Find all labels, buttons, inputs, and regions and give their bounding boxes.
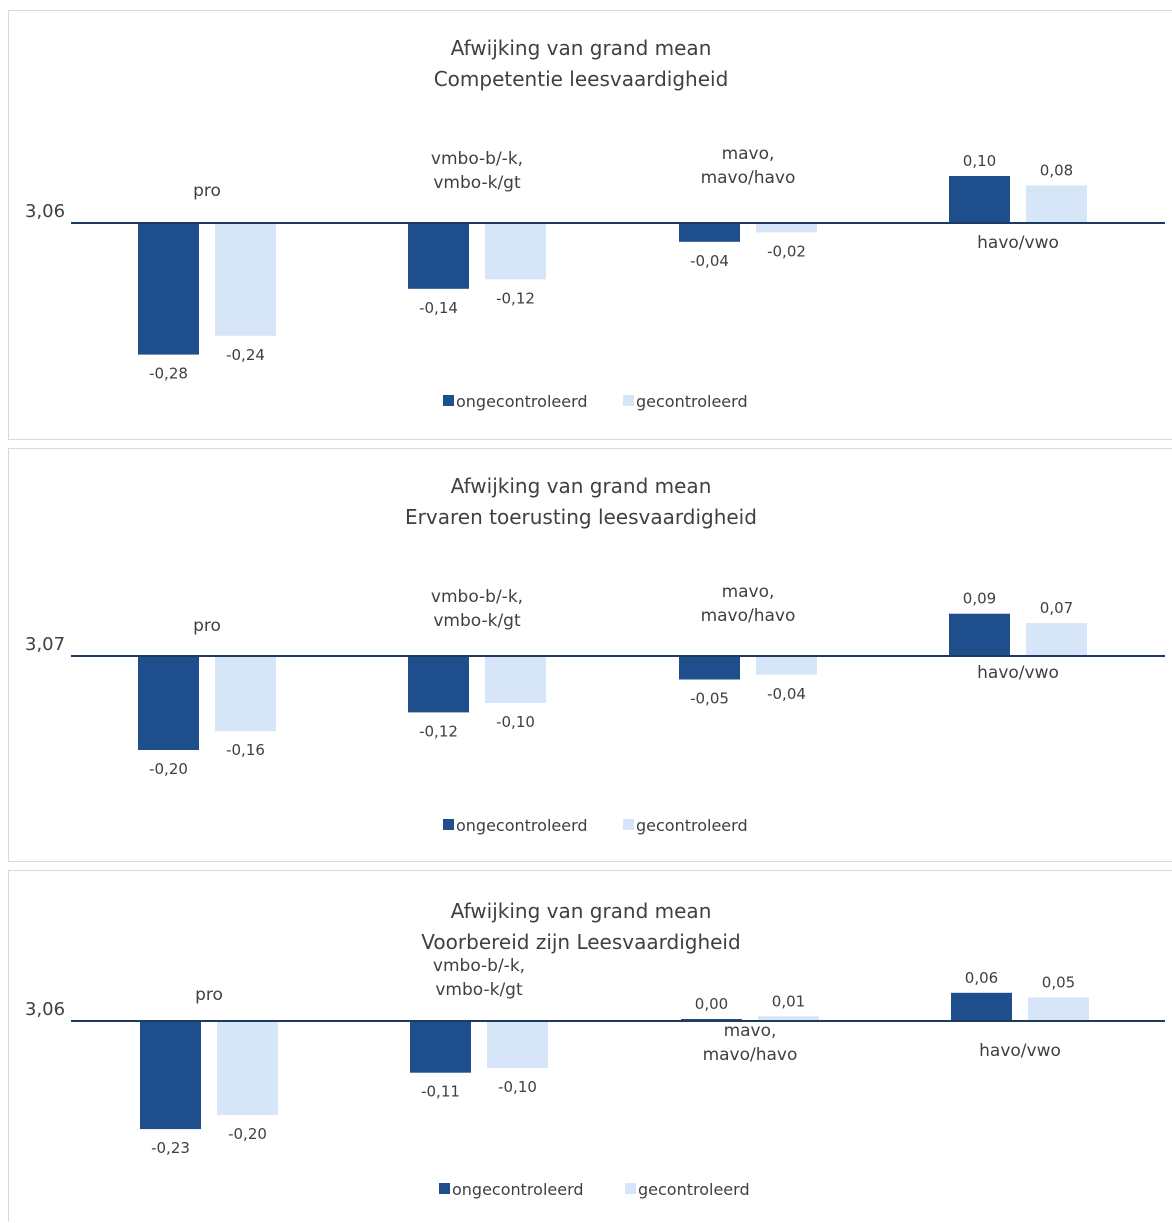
category-label: pro	[193, 616, 221, 636]
data-label: -0,12	[496, 289, 535, 307]
legend-swatch-ongecontroleerd	[439, 1183, 450, 1194]
category-label: mavo,	[722, 582, 775, 602]
data-label: -0,14	[419, 299, 458, 317]
bar-gecontroleerd	[1028, 997, 1089, 1021]
data-label: -0,28	[149, 365, 188, 383]
category-label: vmbo-b/-k,	[433, 956, 525, 976]
bar-gecontroleerd	[758, 1016, 819, 1021]
bar-gecontroleerd	[756, 656, 817, 675]
category-label: mavo,	[724, 1021, 777, 1041]
data-label: 0,01	[772, 992, 805, 1010]
category-label: mavo,	[722, 144, 775, 164]
bar-ongecontroleerd	[949, 176, 1010, 223]
legend-label-ongecontroleerd: ongecontroleerd	[456, 392, 588, 411]
data-label: -0,11	[421, 1083, 460, 1101]
data-label: -0,12	[419, 722, 458, 740]
data-label: -0,16	[226, 741, 265, 759]
bar-ongecontroleerd	[408, 223, 469, 289]
bar-ongecontroleerd	[679, 223, 740, 242]
data-label: -0,10	[498, 1078, 537, 1096]
category-label: mavo/havo	[703, 1045, 798, 1065]
chart-title-line: Voorbereid zijn Leesvaardigheid	[421, 930, 740, 954]
data-label: 0,08	[1040, 161, 1073, 179]
legend-swatch-ongecontroleerd	[443, 819, 454, 830]
data-label: -0,24	[226, 346, 265, 364]
bar-gecontroleerd	[1026, 185, 1087, 223]
chart-panel-voorbereid-zijn: Afwijking van grand mean Voorbereid zijn …	[8, 870, 1172, 1222]
bar-ongecontroleerd	[138, 656, 199, 750]
chart-title-line: Afwijking van grand mean	[451, 899, 712, 923]
chart-panel-competentie: Afwijking van grand mean Competentie lees…	[8, 10, 1172, 440]
data-label: 0,09	[963, 590, 996, 608]
bar-gecontroleerd	[217, 1021, 278, 1115]
bar-gecontroleerd	[1026, 623, 1087, 656]
data-label: 0,00	[695, 995, 728, 1013]
category-label: havo/vwo	[977, 663, 1059, 683]
category-label: havo/vwo	[979, 1041, 1061, 1061]
data-label: 0,10	[963, 152, 996, 170]
category-label: mavo/havo	[701, 168, 796, 188]
legend-label-gecontroleerd: gecontroleerd	[636, 392, 748, 411]
category-label: vmbo-b/-k,	[431, 149, 523, 169]
baseline-value-label: 3,06	[25, 999, 65, 1020]
category-label: havo/vwo	[977, 233, 1059, 253]
legend-label-ongecontroleerd: ongecontroleerd	[456, 816, 588, 835]
bar-ongecontroleerd	[140, 1021, 201, 1130]
baseline-value-label: 3,06	[25, 201, 65, 222]
bar-ongecontroleerd	[951, 992, 1012, 1021]
data-label: -0,05	[690, 690, 729, 708]
data-label: -0,02	[767, 242, 806, 260]
category-label: pro	[193, 181, 221, 201]
chart-title-line: Afwijking van grand mean	[451, 474, 712, 498]
legend-swatch-gecontroleerd	[623, 395, 634, 406]
chart-ervaren-toerusting: Afwijking van grand mean Ervaren toerusti…	[25, 474, 1165, 835]
bar-ongecontroleerd	[949, 613, 1010, 656]
bar-ongecontroleerd	[138, 223, 199, 355]
chart-voorbereid-zijn: Afwijking van grand mean Voorbereid zijn …	[25, 899, 1165, 1199]
data-label: 0,07	[1040, 599, 1073, 617]
chart-competentie: Afwijking van grand mean Competentie lees…	[25, 36, 1165, 411]
category-label: mavo/havo	[701, 606, 796, 626]
legend-label-gecontroleerd: gecontroleerd	[638, 1180, 750, 1199]
legend-swatch-ongecontroleerd	[443, 395, 454, 406]
legend-swatch-gecontroleerd	[623, 819, 634, 830]
bar-gecontroleerd	[756, 223, 817, 233]
chart-title-line: Competentie leesvaardigheid	[434, 67, 729, 91]
bar-gecontroleerd	[485, 223, 546, 280]
chart-title-line: Afwijking van grand mean	[451, 36, 712, 60]
data-label: -0,20	[149, 760, 188, 778]
data-label: -0,04	[690, 252, 729, 270]
chart-panel-ervaren-toerusting: Afwijking van grand mean Ervaren toerusti…	[8, 448, 1172, 862]
category-label: vmbo-k/gt	[435, 980, 523, 1000]
bar-gecontroleerd	[485, 656, 546, 703]
data-label: -0,04	[767, 685, 806, 703]
bar-gecontroleerd	[215, 656, 276, 732]
data-label: -0,20	[228, 1125, 267, 1143]
legend-label-gecontroleerd: gecontroleerd	[636, 816, 748, 835]
data-label: 0,05	[1042, 974, 1075, 992]
category-label: pro	[195, 985, 223, 1005]
legend-label-ongecontroleerd: ongecontroleerd	[452, 1180, 584, 1199]
chart-title-line: Ervaren toerusting leesvaardigheid	[405, 505, 757, 529]
category-label: vmbo-b/-k,	[431, 587, 523, 607]
data-label: -0,10	[496, 713, 535, 731]
category-label: vmbo-k/gt	[433, 611, 521, 631]
category-label: vmbo-k/gt	[433, 173, 521, 193]
baseline-value-label: 3,07	[25, 634, 65, 655]
bar-gecontroleerd	[487, 1021, 548, 1068]
data-label: 0,06	[965, 969, 998, 987]
legend-swatch-gecontroleerd	[625, 1183, 636, 1194]
bar-ongecontroleerd	[410, 1021, 471, 1073]
bar-ongecontroleerd	[408, 656, 469, 713]
data-label: -0,23	[151, 1139, 190, 1157]
bar-ongecontroleerd	[679, 656, 740, 680]
bar-gecontroleerd	[215, 223, 276, 336]
